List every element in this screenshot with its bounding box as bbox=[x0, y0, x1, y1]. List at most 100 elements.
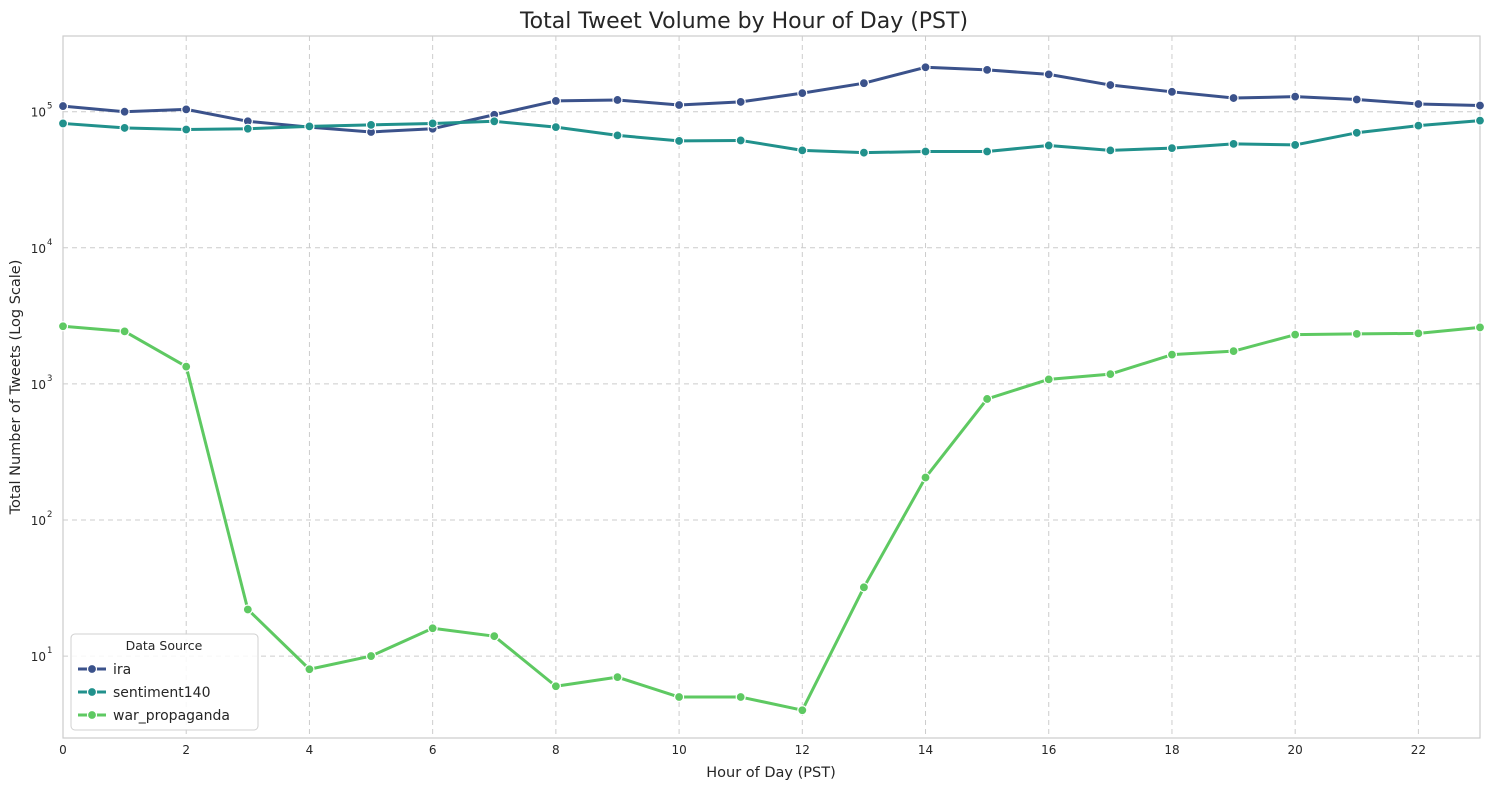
chart-title: Total Tweet Volume by Hour of Day (PST) bbox=[519, 9, 968, 34]
data-point bbox=[1474, 115, 1486, 126]
y-tick-exponent: 5 bbox=[47, 102, 52, 112]
data-point bbox=[1474, 322, 1486, 333]
data-point bbox=[1290, 329, 1301, 340]
series-ira bbox=[57, 62, 1486, 138]
data-point bbox=[181, 124, 192, 135]
plot-frame bbox=[62, 35, 1481, 739]
data-point bbox=[1166, 349, 1178, 360]
data-point bbox=[1413, 328, 1424, 339]
data-point bbox=[735, 691, 746, 703]
data-point bbox=[612, 94, 623, 106]
legend: Data Source ira sentiment140 war_propagand… bbox=[70, 633, 259, 731]
x-tick-label: 12 bbox=[795, 743, 810, 757]
data-point bbox=[612, 672, 623, 683]
x-tick-label: 2 bbox=[182, 743, 190, 757]
series-line bbox=[61, 65, 1482, 134]
data-point bbox=[735, 96, 746, 108]
data-point bbox=[1043, 374, 1054, 385]
x-tick-label: 8 bbox=[552, 743, 560, 757]
data-point bbox=[858, 582, 870, 593]
data-point bbox=[489, 116, 500, 127]
y-tick-label: 10 bbox=[31, 106, 46, 120]
x-axis-label: Hour of Day (PST) bbox=[706, 765, 835, 781]
data-point bbox=[119, 326, 130, 337]
data-point bbox=[57, 118, 69, 129]
legend-title: Data Source bbox=[126, 638, 203, 653]
grid bbox=[62, 36, 1480, 738]
data-point bbox=[57, 100, 69, 112]
data-point bbox=[427, 118, 438, 129]
data-point bbox=[1290, 139, 1301, 151]
data-point bbox=[365, 650, 377, 662]
data-point bbox=[427, 623, 438, 634]
data-point bbox=[181, 361, 192, 372]
y-tick-label: 10 bbox=[31, 650, 46, 664]
data-point bbox=[1413, 120, 1424, 131]
data-point bbox=[920, 62, 931, 73]
data-point bbox=[1351, 94, 1362, 105]
data-point bbox=[673, 99, 685, 111]
data-point bbox=[1166, 143, 1178, 154]
y-tick-label: 10 bbox=[31, 378, 46, 392]
data-point bbox=[1228, 346, 1239, 357]
data-point bbox=[920, 472, 931, 483]
x-tick-label: 6 bbox=[429, 743, 437, 757]
data-point bbox=[304, 121, 315, 132]
y-tick-label: 10 bbox=[31, 242, 46, 256]
data-point bbox=[1043, 69, 1054, 80]
legend-marker-swatch bbox=[86, 663, 98, 675]
data-point bbox=[489, 631, 500, 642]
series-layer bbox=[57, 62, 1486, 716]
data-point bbox=[612, 130, 623, 141]
legend-entry: sentiment140 bbox=[78, 685, 211, 701]
x-tick-label: 18 bbox=[1164, 743, 1179, 757]
data-point bbox=[119, 122, 130, 134]
legend-label: sentiment140 bbox=[113, 685, 211, 701]
data-point bbox=[1351, 127, 1362, 138]
data-point bbox=[1413, 98, 1424, 110]
data-point bbox=[119, 106, 130, 117]
y-axis-label: Total Number of Tweets (Log Scale) bbox=[8, 260, 24, 516]
data-point bbox=[365, 119, 377, 130]
data-point bbox=[1105, 369, 1116, 380]
data-point bbox=[920, 146, 931, 157]
series-war-propaganda bbox=[57, 321, 1486, 716]
x-axis-ticks: 0 2 4 6 8 10 12 14 16 18 20 22 bbox=[59, 743, 1426, 757]
data-point bbox=[550, 95, 561, 107]
y-tick-label: 10 bbox=[31, 514, 46, 528]
x-tick-label: 16 bbox=[1041, 743, 1056, 757]
data-point bbox=[797, 705, 808, 716]
data-point bbox=[982, 64, 993, 75]
legend-entry: war_propaganda bbox=[78, 708, 230, 724]
data-point bbox=[673, 691, 685, 703]
data-point bbox=[1105, 145, 1116, 156]
data-point bbox=[1351, 328, 1362, 339]
data-point bbox=[797, 145, 808, 156]
data-point bbox=[1474, 100, 1486, 111]
data-point bbox=[858, 147, 870, 158]
data-point bbox=[982, 393, 993, 405]
data-point bbox=[797, 88, 808, 99]
data-point bbox=[735, 135, 746, 146]
data-point bbox=[550, 681, 561, 692]
x-tick-label: 14 bbox=[918, 743, 933, 757]
data-point bbox=[673, 135, 685, 147]
x-tick-label: 4 bbox=[306, 743, 314, 757]
data-point bbox=[57, 321, 69, 332]
data-point bbox=[181, 104, 192, 115]
y-tick-exponent: 1 bbox=[47, 646, 52, 656]
x-tick-label: 22 bbox=[1411, 743, 1426, 757]
legend-marker-swatch bbox=[86, 686, 98, 698]
data-point bbox=[242, 604, 253, 615]
x-tick-label: 10 bbox=[671, 743, 686, 757]
data-point bbox=[1105, 79, 1116, 91]
legend-label: ira bbox=[113, 662, 131, 678]
series-line bbox=[61, 119, 1482, 155]
legend-entry: ira bbox=[78, 662, 131, 678]
data-point bbox=[304, 664, 315, 675]
y-tick-exponent: 3 bbox=[47, 374, 52, 384]
data-point bbox=[1228, 138, 1239, 150]
y-tick-exponent: 2 bbox=[47, 510, 52, 520]
